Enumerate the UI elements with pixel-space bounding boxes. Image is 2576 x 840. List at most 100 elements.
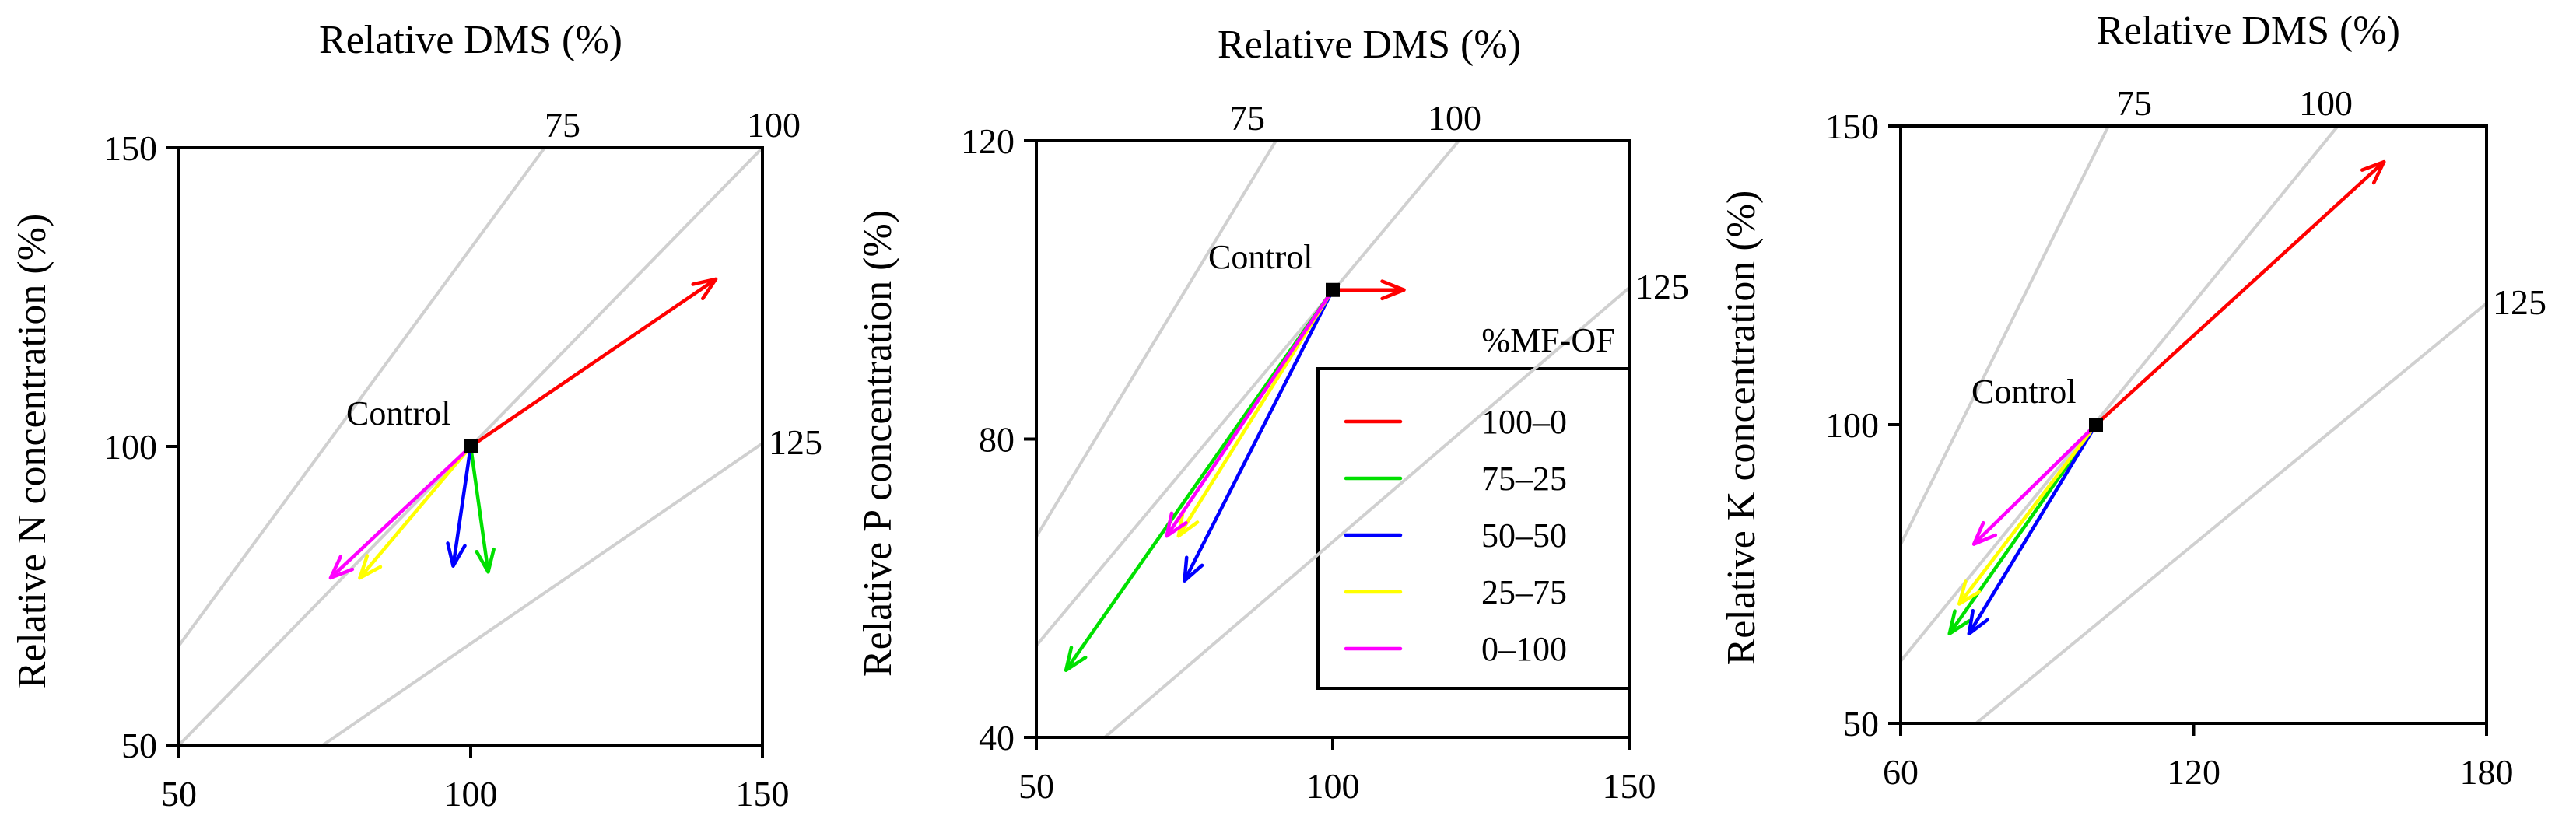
panel-1-x-tick-label: 150	[1603, 766, 1656, 806]
vector-arrowhead	[2360, 159, 2386, 185]
legend-entry-0–100: 0–100	[1344, 630, 1567, 668]
panel-1-isoline-label-100: 100	[1428, 98, 1481, 138]
panel-1-x-tick-label: 100	[1306, 766, 1360, 806]
vector-shaft	[1971, 422, 2098, 546]
panel-2-y-tick-label: 150	[1825, 107, 1879, 146]
panel-2-control-label: Control	[1971, 373, 2076, 411]
panel-1-control-marker	[1326, 282, 1340, 297]
panel-0-vector-0–100	[328, 444, 473, 580]
panel-2-frame	[1899, 124, 2488, 725]
panel-1-isoline-100	[1035, 139, 1460, 647]
panel-2-isoline-label-100: 100	[2299, 83, 2353, 123]
panel-0-isoline-125	[321, 442, 764, 747]
panel-1-isoline-125	[1103, 286, 1631, 739]
panel-1-y-tick-label: 120	[961, 121, 1015, 161]
panel-n-y-axis-title: Relative N concentration (%)	[10, 214, 54, 689]
panel-0-isoline-75	[177, 146, 546, 647]
vector-arrowhead	[1957, 579, 1982, 606]
vector-arrowhead	[358, 554, 383, 580]
panel-n: Relative DMS (%) Relative N concentratio…	[10, 18, 622, 688]
panel-1-vector-100–0	[1330, 279, 1406, 301]
panel-1-vector-50–50	[1183, 288, 1335, 583]
legend-label: 100–0	[1481, 403, 1567, 441]
panel-k-y-axis-title: Relative K concentration (%)	[1719, 191, 1764, 666]
panel-2-vector-50–50	[1967, 422, 2098, 636]
legend-entry-75–25: 75–25	[1344, 460, 1567, 498]
vector-arrowhead	[1183, 555, 1204, 583]
vector-arrowhead	[1971, 520, 1998, 546]
vector-shaft	[1957, 422, 2098, 606]
vector-shaft	[358, 444, 473, 580]
legend-entry-100–0: 100–0	[1344, 403, 1567, 441]
panel-0-x-tick-label: 50	[161, 774, 197, 814]
vector-arrowhead	[1947, 609, 1971, 636]
panel-2-plot: 75 100 125 60 120 180 50 100 150 Control	[1825, 83, 2546, 792]
panel-0-plot: 75 100 125 50 100 150 50 100 150 Control	[103, 105, 822, 814]
vector-shaft	[2094, 159, 2386, 427]
panel-2-x-tick-label: 120	[2167, 752, 2220, 792]
panel-1-y-tick-label: 80	[979, 420, 1015, 460]
legend-label: 0–100	[1481, 630, 1567, 668]
panel-2-y-tick-label: 50	[1843, 704, 1879, 744]
panel-1-x-tick-label: 50	[1018, 766, 1054, 806]
panel-0-vector-50–50	[446, 444, 473, 568]
vector-arrowhead	[1967, 608, 1990, 636]
vector-arrowhead	[1380, 279, 1406, 301]
panel-0-isoline-label-75: 75	[545, 105, 580, 145]
legend-label: 50–50	[1481, 516, 1567, 555]
panel-2-x-tick-label: 180	[2460, 752, 2514, 792]
panel-2-vector-25–75	[1957, 422, 2098, 606]
panel-1-y-tick-label: 40	[979, 718, 1015, 758]
panel-0-vector-25–75	[358, 444, 473, 580]
vector-arrowhead	[1176, 511, 1200, 538]
panel-p-top-title: Relative DMS (%)	[1218, 23, 1521, 67]
legend	[1316, 367, 1631, 690]
vector-arrowhead	[1064, 646, 1088, 672]
panel-2-isoline-100	[1899, 124, 2339, 663]
panel-0-y-tick-label: 100	[103, 427, 157, 467]
vector-shaft	[468, 444, 490, 574]
panel-p-y-axis-title: Relative P concentration (%)	[856, 210, 900, 677]
panel-2-vector-0–100	[1971, 422, 2098, 546]
panel-n-top-title: Relative DMS (%)	[319, 18, 622, 62]
vector-arrowhead	[475, 547, 496, 574]
legend-box	[1316, 367, 1631, 690]
panel-2-isoline-label-125: 125	[2493, 282, 2546, 322]
panel-0-vector-75–25	[468, 444, 496, 574]
panel-1-plot: 75 100 125 50 100 150 40 80 120 Control	[961, 98, 1689, 806]
legend-entry-25–75: 25–75	[1344, 573, 1567, 611]
legend-title: %MF-OF	[1481, 321, 1614, 359]
panel-2-isoline-label-75: 75	[2116, 83, 2152, 123]
panel-0-y-tick-label: 50	[121, 726, 157, 765]
legend-label: 75–25	[1481, 460, 1567, 498]
panel-1-vector-0–100	[1165, 288, 1335, 538]
vector-shaft	[1183, 288, 1335, 583]
panel-2-x-tick-label: 60	[1883, 752, 1919, 792]
panel-p: Relative DMS (%) Relative P concentratio…	[856, 23, 1521, 677]
panel-0-control-marker	[464, 439, 478, 453]
vector-shaft	[451, 444, 473, 568]
panel-0-isoline-label-125: 125	[769, 422, 822, 462]
vector-shaft	[328, 444, 473, 580]
panel-0-x-tick-label: 150	[736, 774, 790, 814]
panel-1-isoline-75	[1035, 139, 1277, 538]
panel-0-vector-100–0	[468, 277, 718, 449]
panel-2-isoline-125	[1975, 302, 2488, 725]
panel-0-isoline-label-100: 100	[747, 105, 801, 145]
panel-0-x-tick-label: 100	[444, 774, 498, 814]
vector-arrowhead	[446, 541, 467, 568]
panel-2-control-marker	[2089, 418, 2103, 432]
panel-k: Relative DMS (%) Relative K concentratio…	[1719, 9, 2400, 665]
vector-shaft	[1967, 422, 2098, 636]
vector-arrowhead	[691, 277, 718, 301]
panel-2-y-tick-label: 100	[1825, 405, 1879, 445]
legend-label: 25–75	[1481, 573, 1567, 611]
vector-shaft	[468, 277, 718, 449]
legend-entry-50–50: 50–50	[1344, 516, 1567, 555]
panel-2-vector-100–0	[2094, 159, 2386, 427]
panel-1-control-label: Control	[1208, 238, 1313, 276]
panel-0-control-label: Control	[346, 394, 450, 432]
panel-1-isoline-label-125: 125	[1635, 267, 1689, 306]
panel-1-isoline-label-75: 75	[1229, 98, 1265, 138]
